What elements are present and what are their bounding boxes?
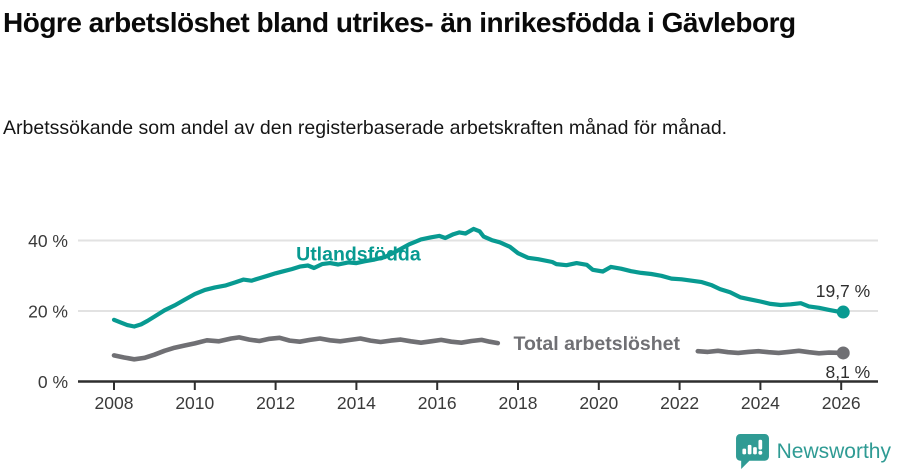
x-tick-label: 2020 [579,393,618,413]
newsworthy-brand-text: Newsworthy [776,439,891,463]
end-value-label: 8,1 % [825,362,870,382]
end-dot [836,305,850,319]
x-tick-label: 2012 [256,393,295,413]
x-tick-label: 2022 [660,393,699,413]
x-tick-label: 2010 [175,393,214,413]
series-label: Utlandsfödda [296,244,421,266]
x-tick-label: 2026 [822,393,861,413]
series-line-utlandsfodda [111,226,846,329]
x-tick-label: 2016 [418,393,457,413]
series-line-total [695,348,846,356]
brand-footer: Newsworthy [735,434,891,469]
chart-title: Högre arbetslöshet bland utrikes- än inr… [3,7,796,38]
y-tick-label: 0 % [38,372,68,392]
series-label: Total arbetslöshet [514,333,681,355]
x-tick-label: 2024 [741,393,780,413]
y-tick-label: 20 % [28,302,68,322]
y-tick-label: 40 % [28,231,68,251]
end-value-label: 19,7 % [816,281,870,301]
chart-subtitle: Arbetssökande som andel av den registerb… [3,117,728,139]
x-tick-label: 2014 [337,393,376,413]
x-tick-label: 2008 [95,393,134,413]
end-dot [836,346,850,360]
newsworthy-logo-icon [735,434,769,469]
x-tick-label: 2018 [499,393,538,413]
series-line-total [111,335,501,362]
